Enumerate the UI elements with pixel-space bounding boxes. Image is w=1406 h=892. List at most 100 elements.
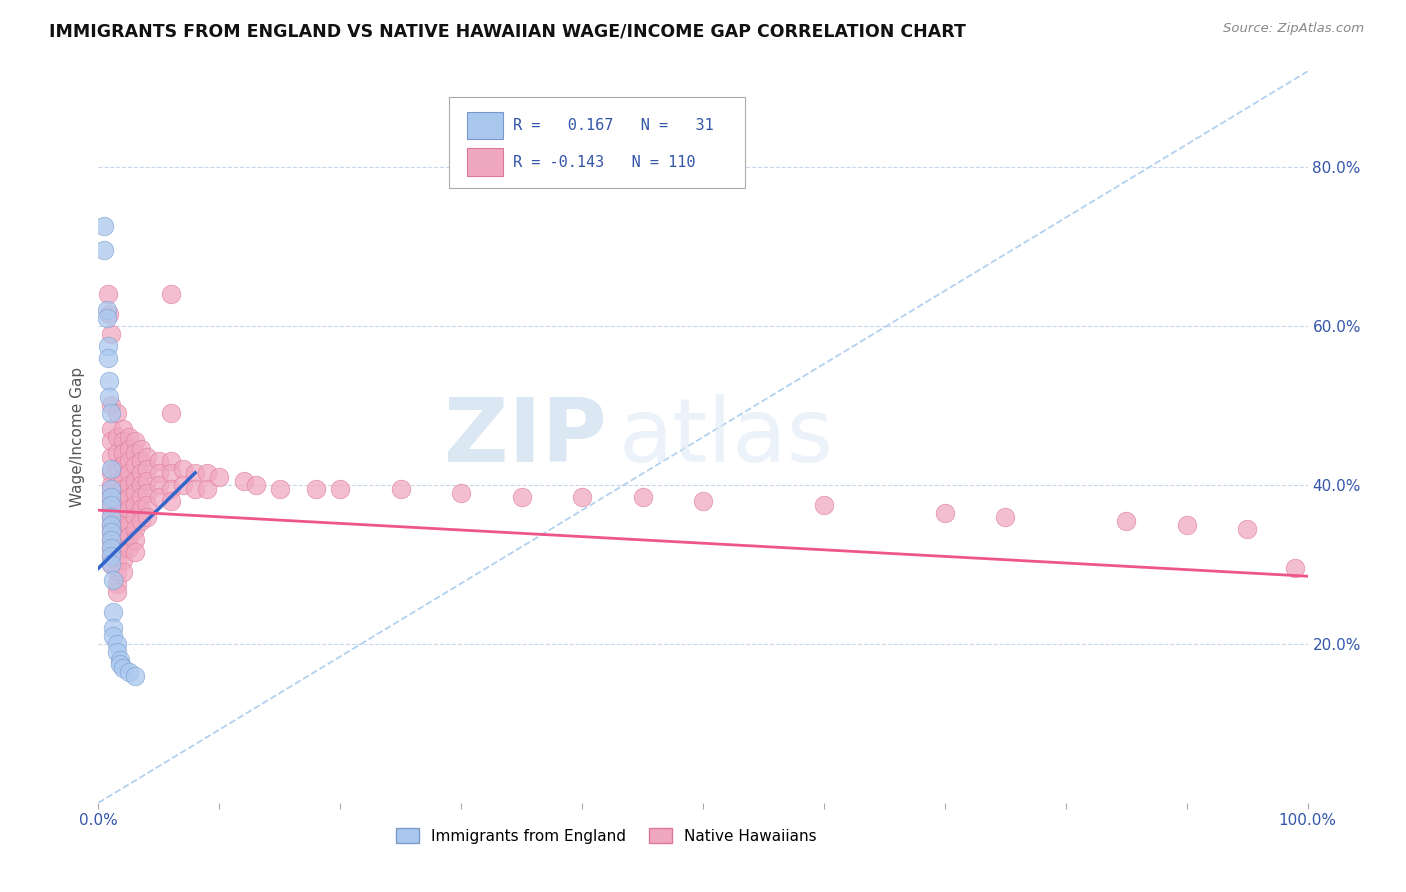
Text: atlas: atlas <box>619 393 834 481</box>
Point <box>111 493 134 508</box>
Point <box>1175 517 1198 532</box>
Point <box>105 446 128 460</box>
Point <box>100 549 122 564</box>
Point <box>148 454 170 468</box>
Point <box>100 549 122 564</box>
Point <box>135 485 157 500</box>
Point <box>160 287 183 301</box>
Point <box>111 470 134 484</box>
Point <box>105 430 128 444</box>
Point <box>111 422 134 436</box>
Text: IMMIGRANTS FROM ENGLAND VS NATIVE HAWAIIAN WAGE/INCOME GAP CORRELATION CHART: IMMIGRANTS FROM ENGLAND VS NATIVE HAWAII… <box>49 22 966 40</box>
Point <box>93 219 115 234</box>
Point <box>124 509 146 524</box>
Point <box>129 442 152 456</box>
Point <box>101 621 124 635</box>
Point <box>245 477 267 491</box>
Point <box>100 450 122 464</box>
Point <box>105 566 128 580</box>
Point <box>100 517 122 532</box>
Point <box>100 485 122 500</box>
Point <box>100 498 122 512</box>
FancyBboxPatch shape <box>449 97 745 188</box>
Point <box>105 493 128 508</box>
Point <box>111 553 134 567</box>
Point <box>100 541 122 556</box>
Point <box>195 482 218 496</box>
Point <box>100 558 122 572</box>
Point <box>100 558 122 572</box>
Point <box>510 490 533 504</box>
Point <box>100 509 122 524</box>
Point <box>105 477 128 491</box>
Point <box>105 553 128 567</box>
Point <box>129 454 152 468</box>
Point <box>100 477 122 491</box>
Text: R =   0.167   N =   31: R = 0.167 N = 31 <box>513 118 714 133</box>
Point <box>129 466 152 480</box>
Point <box>450 485 472 500</box>
FancyBboxPatch shape <box>467 112 503 139</box>
Point <box>100 541 122 556</box>
Point <box>124 446 146 460</box>
Point <box>129 490 152 504</box>
Point <box>100 525 122 540</box>
Point <box>105 577 128 591</box>
Point <box>100 406 122 420</box>
Point <box>1115 514 1137 528</box>
Point <box>160 466 183 480</box>
Point <box>129 501 152 516</box>
Point <box>118 501 141 516</box>
Point <box>124 533 146 548</box>
Point <box>124 474 146 488</box>
Point <box>135 509 157 524</box>
Point <box>96 310 118 325</box>
Point <box>100 509 122 524</box>
Point <box>124 498 146 512</box>
Point <box>195 466 218 480</box>
Point <box>135 474 157 488</box>
Point <box>124 545 146 559</box>
Point <box>118 490 141 504</box>
Point <box>105 645 128 659</box>
Legend: Immigrants from England, Native Hawaiians: Immigrants from England, Native Hawaiian… <box>389 822 823 850</box>
Point <box>111 458 134 472</box>
Point <box>97 339 120 353</box>
Point <box>100 326 122 341</box>
Point <box>111 434 134 448</box>
Point <box>184 482 207 496</box>
Point <box>100 482 122 496</box>
Point <box>135 498 157 512</box>
Point <box>100 493 122 508</box>
Point <box>208 470 231 484</box>
Point <box>118 442 141 456</box>
Point <box>571 490 593 504</box>
Point <box>124 485 146 500</box>
Point <box>160 406 183 420</box>
Point <box>111 566 134 580</box>
Point <box>118 665 141 679</box>
Point <box>105 462 128 476</box>
Point <box>118 466 141 480</box>
Point <box>129 514 152 528</box>
Point <box>692 493 714 508</box>
Point <box>98 375 121 389</box>
Point <box>148 490 170 504</box>
Text: Source: ZipAtlas.com: Source: ZipAtlas.com <box>1223 22 1364 36</box>
Point <box>160 454 183 468</box>
Point <box>305 482 328 496</box>
Point <box>98 307 121 321</box>
Point <box>100 490 122 504</box>
Point <box>100 533 122 548</box>
Point <box>118 541 141 556</box>
Point <box>184 466 207 480</box>
Point <box>329 482 352 496</box>
Point <box>100 434 122 448</box>
Point <box>813 498 835 512</box>
Point <box>118 454 141 468</box>
Point <box>148 466 170 480</box>
Text: ZIP: ZIP <box>443 393 606 481</box>
Point <box>111 660 134 674</box>
Point <box>934 506 956 520</box>
Point <box>101 605 124 619</box>
